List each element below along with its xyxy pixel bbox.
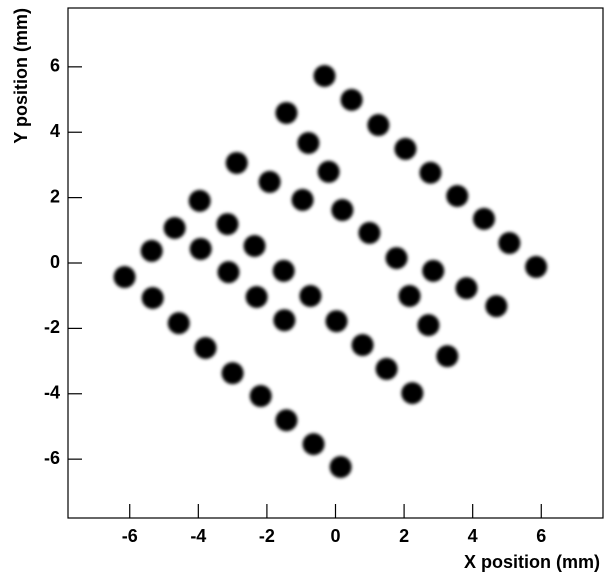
cluster-point <box>189 190 211 212</box>
y-tick-label: 4 <box>50 121 60 141</box>
cluster-point <box>318 161 340 183</box>
y-tick-label: 0 <box>50 252 60 272</box>
cluster-point <box>292 189 314 211</box>
cluster-point <box>314 65 336 87</box>
cluster-point <box>218 261 240 283</box>
y-tick-label: 2 <box>50 186 60 206</box>
cluster-point <box>259 171 281 193</box>
cluster-point <box>275 102 297 124</box>
cluster-point <box>164 217 186 239</box>
cluster-point <box>141 240 163 262</box>
x-tick-label: 0 <box>330 526 340 546</box>
cluster-point <box>446 185 468 207</box>
cluster-point <box>456 277 478 299</box>
x-tick-label: -4 <box>190 526 206 546</box>
y-tick-label: -6 <box>44 448 60 468</box>
plot-frame <box>68 8 603 518</box>
x-tick-label: -6 <box>122 526 138 546</box>
cluster-point <box>326 310 348 332</box>
cluster-point <box>273 309 295 331</box>
x-tick-label: 6 <box>536 526 546 546</box>
cluster-point <box>473 208 495 230</box>
cluster-point <box>358 222 380 244</box>
cluster-point <box>341 89 363 111</box>
y-tick-label: -2 <box>44 317 60 337</box>
cluster-point <box>436 345 458 367</box>
cluster-point <box>394 138 416 160</box>
x-tick-label: 2 <box>399 526 409 546</box>
y-tick-label: -4 <box>44 383 60 403</box>
cluster-point <box>226 152 248 174</box>
cluster-point <box>250 385 272 407</box>
cluster-point <box>330 456 352 478</box>
cluster-point <box>401 382 423 404</box>
cluster-point <box>244 235 266 257</box>
cluster-point <box>376 358 398 380</box>
cluster-point <box>190 238 212 260</box>
y-axis-title: Y position (mm) <box>11 8 31 144</box>
x-tick-label: 4 <box>468 526 478 546</box>
cluster-point <box>498 232 520 254</box>
cluster-point <box>297 132 319 154</box>
cluster-point <box>485 295 507 317</box>
cluster-point <box>195 337 217 359</box>
y-tick-label: 6 <box>50 56 60 76</box>
cluster-point <box>168 312 190 334</box>
cluster-point <box>367 114 389 136</box>
cluster-point <box>222 362 244 384</box>
cluster-point <box>142 287 164 309</box>
cluster-point <box>525 256 547 278</box>
x-axis-title: X position (mm) <box>464 552 600 572</box>
cluster-point <box>417 314 439 336</box>
cluster-point <box>331 199 353 221</box>
cluster-point <box>114 266 136 288</box>
cluster-point <box>216 213 238 235</box>
cluster-point <box>275 409 297 431</box>
x-tick-label: -2 <box>259 526 275 546</box>
cluster-point <box>352 334 374 356</box>
cluster-point <box>386 247 408 269</box>
cluster-point <box>246 286 268 308</box>
chart: X position (mm) Y position (mm) -6 -4 -2 0 2… <box>0 0 606 577</box>
cluster-point <box>299 285 321 307</box>
cluster-point <box>419 162 441 184</box>
cluster-point <box>273 260 295 282</box>
cluster-point <box>422 260 444 282</box>
cluster-point <box>399 285 421 307</box>
cluster-point <box>303 433 325 455</box>
